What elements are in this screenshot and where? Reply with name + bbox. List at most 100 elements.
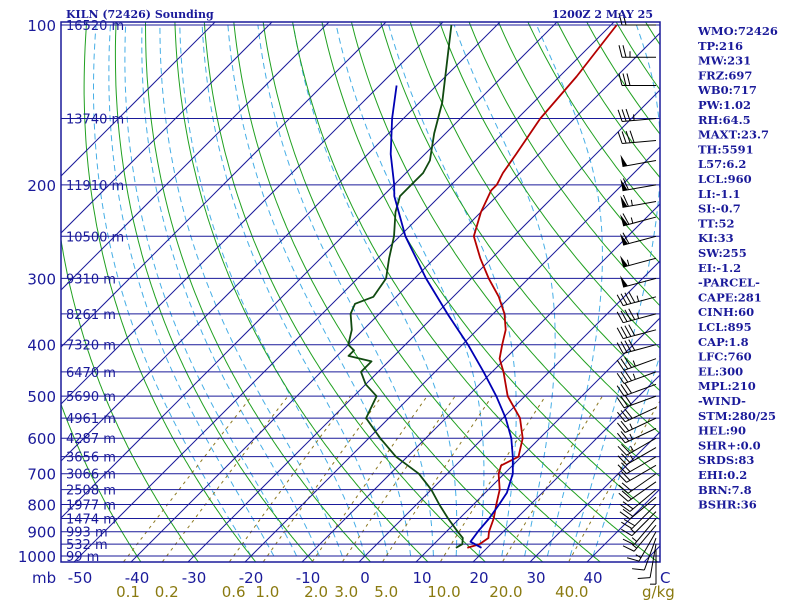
dry-adiabat-11 (350, 22, 660, 478)
wind-barb-825 (621, 511, 657, 537)
plot-frame (60, 21, 661, 563)
height-label-200: 11910 m (66, 179, 124, 194)
wind-barb-675 (617, 464, 657, 483)
moist-adiabat-1 (108, 24, 275, 557)
mixing-ratio-lines (122, 395, 660, 562)
height-labels: 16520 m 13740 m 11910 m 10500 m 9310 m 8261 m… (66, 19, 124, 565)
title-right: 1200Z 2 MAY 25 (552, 8, 653, 21)
dry-adiabat-19 (586, 22, 660, 135)
pressure-tick-900: 900 (27, 524, 56, 542)
temperature-tick--20: -20 (239, 569, 264, 587)
temperature-tick-0: 0 (360, 569, 370, 587)
dry-adiabat-7 (233, 22, 544, 562)
height-label-150: 13740 m (66, 113, 124, 128)
wind-barb-650 (617, 456, 657, 475)
index-item-18: CAPE:281 (698, 290, 762, 304)
isotherm-0 (61, 22, 216, 177)
mixing-ratio-tick-7: 10.0 (427, 583, 460, 600)
index-item-31: BRN:7.8 (698, 483, 752, 497)
isotherm-5 (61, 22, 501, 462)
wind-barb-325 (616, 291, 657, 307)
mixing-ratio-unit-label: g/kg (642, 583, 675, 600)
dry-adiabats (61, 22, 660, 562)
height-label-600: 4287 m (66, 432, 116, 447)
index-item-16: EI:-1.2 (698, 261, 741, 275)
dry-adiabat-3 (114, 22, 314, 562)
dry-adiabat-16 (497, 22, 660, 264)
isotherm-16 (586, 488, 660, 562)
isobars (61, 24, 660, 557)
index-item-27: HEL:90 (698, 424, 746, 438)
moist-adiabat-4 (159, 24, 343, 557)
isotherm-4 (61, 22, 444, 405)
dry-adiabat-18 (556, 22, 660, 179)
mixing-ratio-line-3 (262, 395, 383, 562)
height-label-950: 532 m (66, 538, 108, 553)
dry-adiabat-13 (409, 22, 660, 392)
pressure-tick-100: 100 (27, 17, 56, 35)
temperature-unit-label: C (660, 569, 670, 587)
isotherm-11 (301, 203, 660, 562)
pressure-tick-labels: 100 200 300 400 500 600 700 800 900 1000 (18, 17, 56, 566)
isotherm-14 (472, 374, 660, 562)
isotherm-2 (61, 22, 330, 291)
wind-barb-230 (620, 213, 657, 227)
index-item-8: TH:5591 (698, 142, 754, 156)
temperature-tick--40: -40 (125, 569, 150, 587)
wind-barb-950 (637, 544, 657, 580)
mixing-ratio-tick-5: 3.0 (334, 583, 358, 600)
index-item-29: SRDS:83 (698, 453, 754, 467)
dry-adiabat-12 (380, 22, 660, 435)
height-label-1000: 99 m (66, 550, 99, 565)
mixing-ratio-tick-6: 5.0 (374, 583, 398, 600)
wind-barb-725 (618, 481, 657, 502)
wind-barb-975 (650, 550, 657, 585)
wind-barb-875 (622, 524, 657, 552)
dry-adiabat-10 (321, 22, 660, 521)
height-label-100: 16520 m (66, 19, 124, 34)
mixing-ratio-tick-3: 1.0 (255, 583, 279, 600)
wind-barb-300 (620, 275, 657, 288)
index-item-9: L57:6.2 (698, 157, 746, 171)
mixing-ratio-tick-2: 0.6 (222, 583, 246, 600)
index-item-3: FRZ:697 (698, 68, 752, 82)
temperature-tick-10: 10 (412, 569, 431, 587)
wind-barb-600 (617, 437, 657, 456)
wind-barb-800 (621, 504, 657, 530)
index-item-15: SW:255 (698, 246, 747, 260)
wind-barb-400 (616, 339, 657, 354)
mixing-ratio-line-7 (439, 395, 546, 562)
dry-adiabat-5 (174, 22, 429, 562)
isotherm-3 (61, 22, 387, 348)
wind-barb-625 (617, 447, 657, 466)
mixing-ratio-tick-labels: 0.1 0.2 0.6 1.0 2.0 3.0 5.0 10.0 20.0 40.0 (116, 583, 588, 600)
temperature-line (467, 24, 618, 549)
pressure-tick-400: 400 (27, 337, 56, 355)
moist-adiabat-11 (388, 24, 517, 557)
isotherm-15 (529, 431, 660, 562)
dry-adiabat-15 (468, 22, 660, 307)
pressure-tick-200: 200 (27, 177, 56, 195)
moist-adiabat-2 (124, 24, 298, 557)
isotherm-7 (73, 22, 615, 562)
wind-barb-165 (617, 130, 657, 144)
wind-barb-350 (616, 308, 657, 324)
wind-barb-775 (619, 496, 657, 520)
mixing-ratio-line-0 (122, 395, 252, 562)
temperature-tick--30: -30 (182, 569, 207, 587)
plot-area (61, 22, 660, 562)
index-item-0: WMO:72426 (697, 24, 778, 38)
index-item-2: MW:231 (698, 54, 751, 68)
mixing-ratio-tick-9: 40.0 (555, 583, 588, 600)
temperature-tick--50: -50 (68, 569, 93, 587)
height-label-850: 1474 m (66, 513, 116, 528)
stability-indices-panel: WMO:72426TP:216MW:231FRZ:697WB0:717PW:1.… (697, 24, 778, 512)
wind-barb-275 (620, 255, 657, 268)
dry-adiabat-4 (144, 22, 372, 562)
index-item-23: EL:300 (698, 364, 743, 378)
height-label-400: 7320 m (66, 339, 116, 354)
parcel-line (389, 85, 514, 549)
index-item-17: -PARCEL- (698, 276, 760, 290)
pressure-tick-800: 800 (27, 497, 56, 515)
